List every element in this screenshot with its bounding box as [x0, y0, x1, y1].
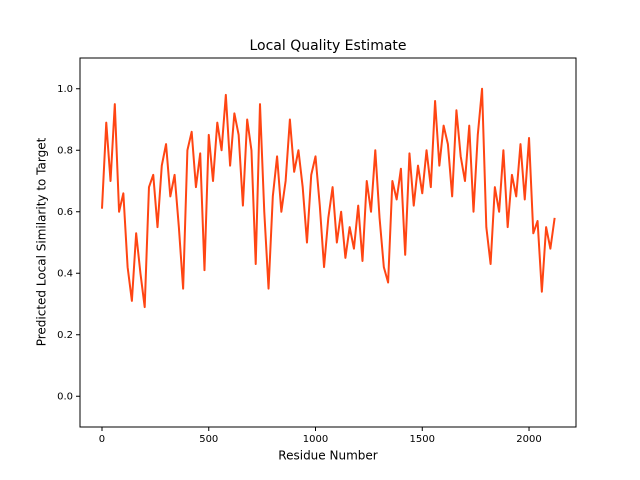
x-axis-label: Residue Number: [278, 449, 377, 463]
x-tick-label: 1500: [410, 434, 435, 445]
y-tick-label: 0.4: [57, 268, 73, 279]
y-tick-label: 0.8: [57, 145, 73, 156]
y-axis-label: Predicted Local Similarity to Target: [35, 137, 49, 346]
x-tick-label: 1000: [303, 434, 328, 445]
x-tick-label: 2000: [516, 434, 541, 445]
y-tick-label: 0.0: [57, 391, 73, 402]
chart-title: Local Quality Estimate: [249, 38, 406, 54]
x-tick-label: 0: [99, 434, 105, 445]
plot-frame: [79, 57, 577, 428]
y-tick-label: 0.2: [57, 330, 73, 341]
y-tick-label: 1.0: [57, 84, 73, 95]
y-tick-label: 0.6: [57, 207, 73, 218]
x-tick-label: 500: [199, 434, 218, 445]
data-line: [100, 87, 556, 309]
